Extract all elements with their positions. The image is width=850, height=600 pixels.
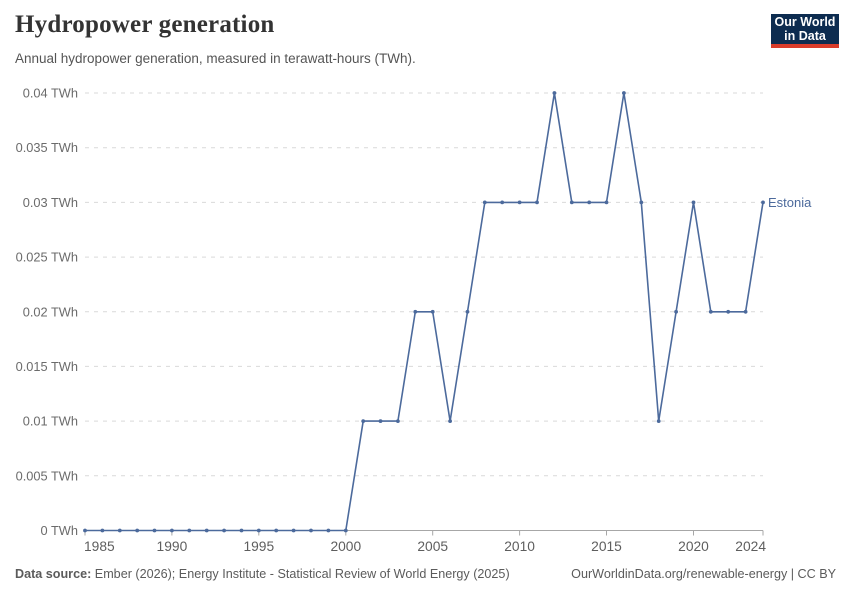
series-label-estonia[interactable]: Estonia: [768, 195, 812, 210]
y-axis-tick-label: 0.03 TWh: [23, 195, 78, 210]
y-axis-tick-label: 0 TWh: [41, 523, 78, 538]
data-point: [291, 528, 296, 533]
data-point: [204, 528, 209, 533]
x-axis-tick-label: 2000: [330, 539, 361, 554]
data-point: [326, 528, 331, 533]
data-point: [500, 200, 505, 205]
page-title: Hydropower generation: [15, 11, 275, 38]
data-point: [622, 91, 626, 95]
data-point: [187, 528, 192, 533]
x-axis-tick-label: 2010: [504, 539, 535, 554]
data-point: [361, 419, 366, 423]
y-axis-tick-label: 0.035 TWh: [16, 140, 78, 155]
data-source-label: Data source:: [15, 567, 92, 581]
data-point: [604, 200, 609, 205]
data-point: [135, 528, 140, 533]
data-point: [396, 419, 400, 423]
x-axis-tick-label: 1995: [243, 539, 274, 554]
data-point: [430, 309, 435, 314]
data-point: [674, 309, 678, 314]
data-point: [761, 200, 765, 205]
data-point: [535, 200, 539, 205]
data-point: [708, 309, 713, 314]
x-axis-tick-label: 1985: [84, 539, 115, 554]
data-point: [743, 309, 748, 314]
data-point: [83, 528, 87, 533]
y-axis-tick-label: 0.01 TWh: [23, 414, 78, 429]
data-point: [343, 528, 348, 533]
owid-logo-line2: in Data: [784, 29, 826, 43]
chart-footer: Data source: Ember (2026); Energy Instit…: [15, 567, 836, 581]
data-source-note: Data source: Ember (2026); Energy Instit…: [15, 567, 510, 581]
data-point: [482, 200, 487, 205]
data-point: [117, 528, 122, 533]
data-source-text: Ember (2026); Energy Institute - Statist…: [91, 567, 510, 581]
data-point: [152, 528, 157, 533]
data-point: [465, 309, 470, 314]
y-axis-tick-label: 0.015 TWh: [16, 359, 78, 374]
data-point: [256, 528, 261, 533]
series-line-estonia[interactable]: [85, 92, 764, 532]
data-point: [170, 528, 174, 533]
data-point: [378, 419, 383, 423]
data-point: [309, 528, 313, 533]
chart-subtitle: Annual hydropower generation, measured i…: [15, 51, 416, 66]
x-axis-tick-label: 1990: [157, 539, 188, 554]
data-point: [448, 419, 452, 423]
data-point: [587, 200, 592, 205]
y-axis-tick-label: 0.04 TWh: [23, 86, 78, 101]
x-axis-tick-label: 2024: [735, 539, 766, 554]
data-point: [726, 309, 731, 314]
data-point: [274, 528, 279, 533]
data-point: [222, 528, 227, 533]
data-point: [639, 200, 644, 205]
data-point: [691, 200, 696, 205]
data-point: [413, 309, 418, 314]
data-point: [100, 528, 105, 533]
y-axis-tick-label: 0.02 TWh: [23, 304, 78, 319]
y-axis-tick-label: 0.025 TWh: [16, 250, 78, 265]
owid-logo-line1: Our World: [774, 15, 836, 29]
data-point: [569, 200, 574, 205]
data-point: [239, 528, 244, 533]
data-point: [656, 419, 661, 423]
data-point: [552, 91, 557, 95]
x-axis-tick-label: 2005: [417, 539, 448, 554]
owid-logo[interactable]: Our World in Data: [771, 14, 839, 48]
y-axis-tick-label: 0.005 TWh: [16, 468, 78, 483]
x-axis-tick-label: 2015: [591, 539, 622, 554]
data-point: [517, 200, 522, 205]
footer-link[interactable]: OurWorldinData.org/renewable-energy | CC…: [571, 567, 836, 581]
x-axis-tick-label: 2020: [678, 539, 709, 554]
